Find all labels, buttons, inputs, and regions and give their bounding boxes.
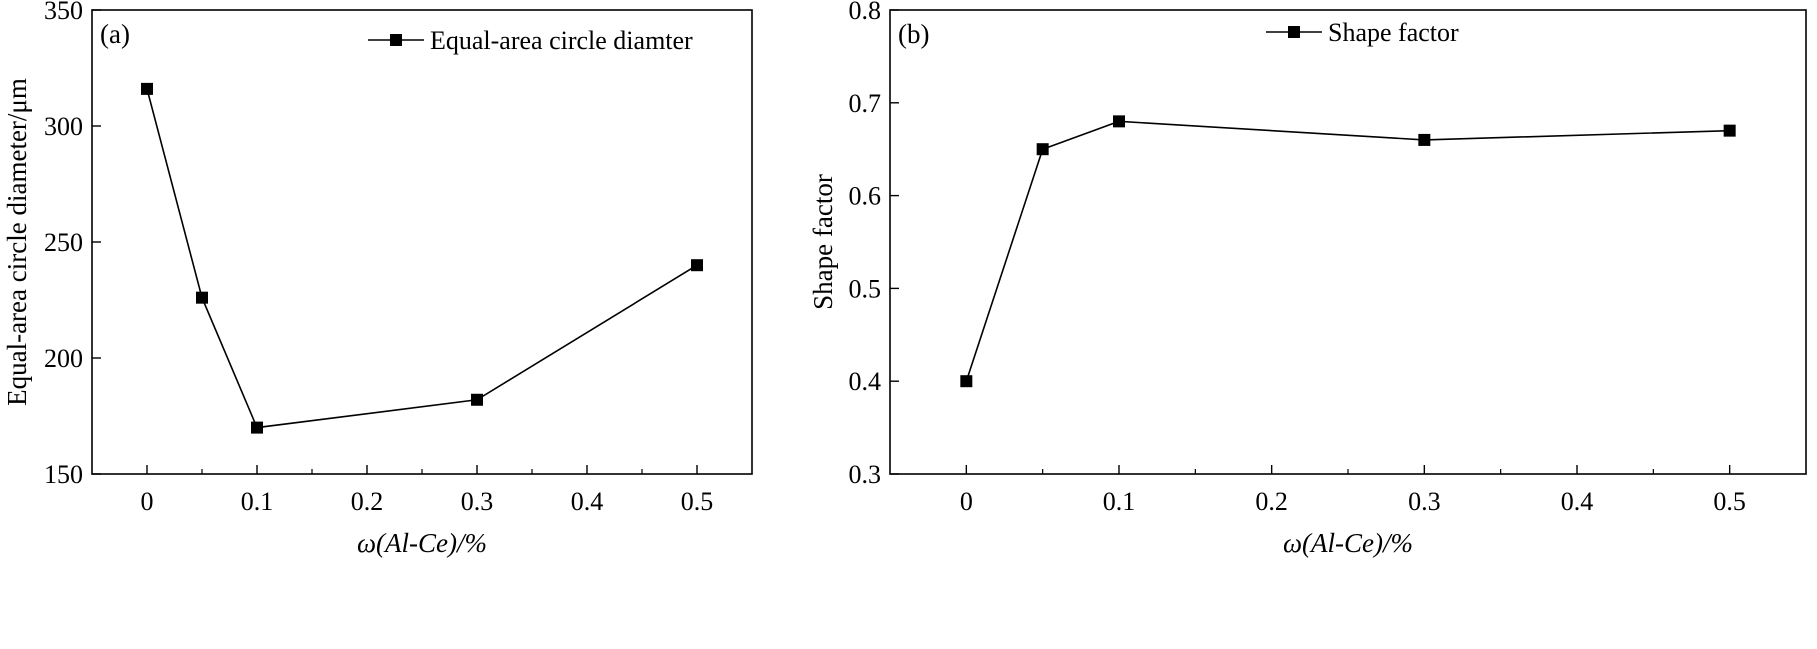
chart-a-y-tick-label-3: 300: [44, 112, 83, 141]
chart-b: (b) Shape factor ω(Al-Ce)/% Shape factor…: [808, 0, 1807, 558]
chart-a-x-tick-label-0: 0: [141, 487, 154, 516]
chart-a-y-tick-label-1: 200: [44, 344, 83, 373]
chart-a-x-axis-label-text: ω(Al-Ce)/%: [357, 528, 487, 558]
chart-b-point-1: [1036, 143, 1049, 156]
chart-a-point-2: [251, 421, 263, 434]
chart-b-x-tick-label-5: 0.5: [1713, 487, 1746, 516]
chart-a-x-tick-label-3: 0.3: [461, 487, 494, 516]
chart-b-legend: Shape factor: [1266, 18, 1459, 47]
chart-b-x-tick-label-1: 0.1: [1103, 487, 1136, 516]
chart-b-legend-label: Shape factor: [1328, 18, 1459, 47]
chart-b-ticks: 0 0.1 0.2 0.3 0.4 0.5 0.3 0.4 0.5 0.6 0.7 0.8: [849, 0, 1746, 516]
chart-b-plot-frame: [889, 9, 1807, 475]
chart-a-x-tick-label-2: 0.2: [351, 487, 384, 516]
chart-b-series: [960, 115, 1736, 388]
chart-b-x-tick-label-4: 0.4: [1561, 487, 1594, 516]
chart-b-y-tick-label-0: 0.3: [849, 460, 882, 489]
chart-a-point-3: [471, 393, 483, 406]
chart-a-point-4: [691, 259, 703, 272]
chart-b-point-4: [1723, 124, 1736, 137]
chart-a-x-tick-label-4: 0.4: [571, 487, 604, 516]
chart-b-y-tick-label-5: 0.8: [849, 0, 882, 25]
chart-a-x-tick-label-1: 0.1: [241, 487, 274, 516]
chart-a-y-tick-label-0: 150: [44, 460, 83, 489]
chart-a-y-tick-label-4: 350: [44, 0, 83, 25]
chart-b-x-tick-label-0: 0: [960, 487, 973, 516]
chart-b-y-tick-label-1: 0.4: [849, 367, 882, 396]
chart-a-point-0: [141, 82, 153, 95]
chart-b-x-axis-label: ω(Al-Ce)/%: [1283, 528, 1413, 558]
chart-b-y-tick-label-3: 0.6: [849, 182, 882, 211]
chart-b-series-line-0: [965, 120, 1730, 382]
chart-a-panel-label: (a): [100, 19, 130, 49]
chart-a-series: [141, 82, 703, 434]
chart-b-y-tick-label-4: 0.7: [849, 89, 882, 118]
chart-b-x-tick-label-3: 0.3: [1408, 487, 1441, 516]
chart-b-point-0: [960, 375, 973, 388]
chart-b-x-axis-label-text: ω(Al-Ce)/%: [1283, 528, 1413, 558]
chart-a-series-line-0: [146, 88, 698, 429]
chart-b-panel-label: (b): [898, 19, 929, 49]
chart-a-x-tick-label-5: 0.5: [681, 487, 714, 516]
chart-a-plot-frame: [91, 9, 753, 475]
chart-a-legend: Equal-area circle diamter: [368, 26, 693, 55]
chart-b-legend-marker: [1288, 26, 1300, 38]
chart-b-point-2: [1113, 115, 1125, 128]
chart-b-x-tick-label-2: 0.2: [1255, 487, 1288, 516]
chart-a-ticks: 0 0.1 0.2 0.3 0.4 0.5 150 200 250 300 350: [44, 0, 713, 516]
chart-a-y-tick-label-2: 250: [44, 228, 83, 257]
chart-a-legend-label: Equal-area circle diamter: [430, 26, 693, 55]
chart-a-legend-marker: [390, 34, 402, 46]
chart-b-point-3: [1418, 133, 1431, 146]
chart-b-y-axis-label: Shape factor: [808, 174, 838, 310]
chart-a-x-axis-label: ω(Al-Ce)/%: [357, 528, 487, 558]
chart-b-y-tick-label-2: 0.5: [849, 274, 882, 303]
chart-a: (a) Equal-area circle diamter ω(Al-Ce)/%…: [2, 0, 753, 558]
chart-a-point-1: [196, 291, 208, 304]
chart-a-y-axis-label: Equal-area circle diameter/μm: [2, 78, 32, 406]
